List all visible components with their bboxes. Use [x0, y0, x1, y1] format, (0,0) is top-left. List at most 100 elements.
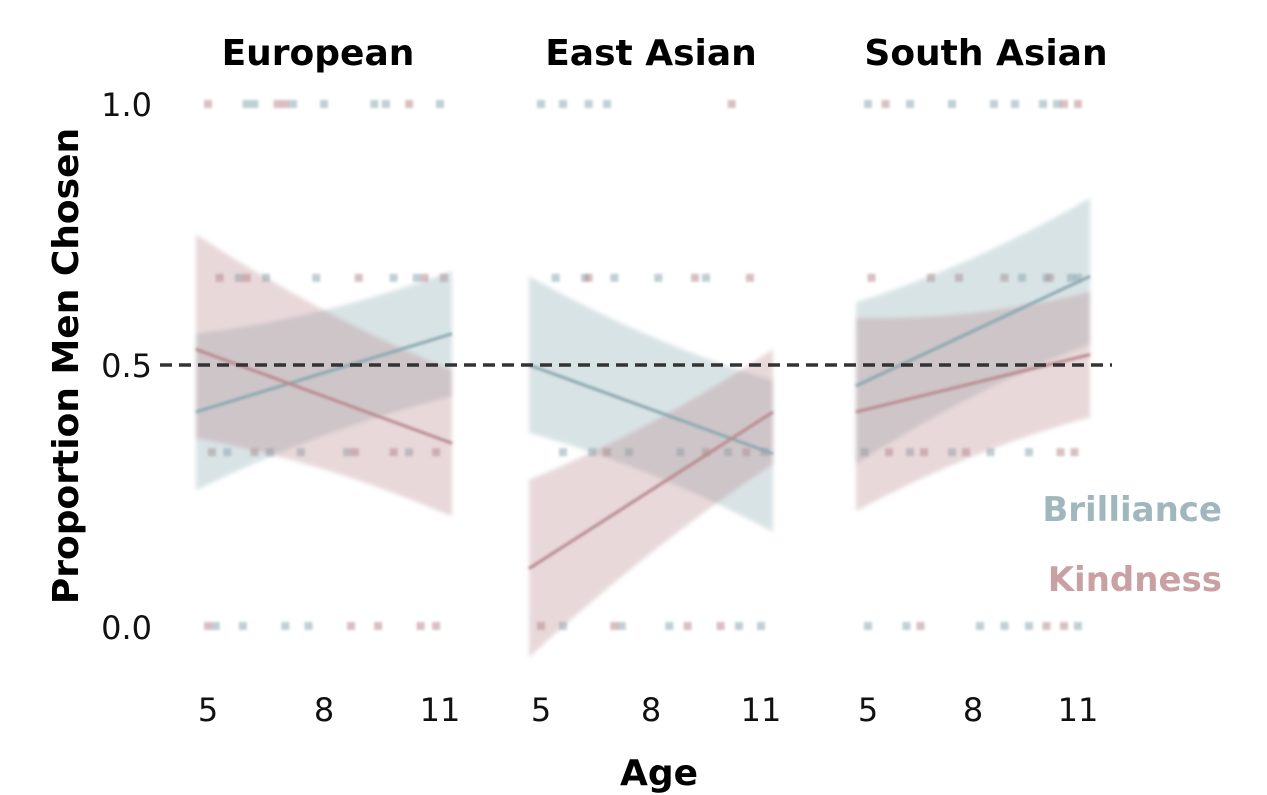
data-point-brilliance — [990, 100, 998, 108]
data-point-brilliance — [1011, 100, 1019, 108]
y-axis: 1.0 0.5 0.0 Proportion Men Chosen — [46, 86, 152, 647]
data-point-brilliance — [559, 100, 567, 108]
data-point-brilliance — [320, 100, 328, 108]
x-tick-label: 5 — [531, 691, 551, 729]
y-tick-label: 0.0 — [101, 609, 152, 647]
data-point-kindness — [281, 100, 290, 108]
data-point-kindness — [691, 273, 699, 282]
ci-band-kindness — [529, 349, 773, 658]
data-point-kindness — [867, 273, 876, 282]
data-point-brilliance — [603, 100, 611, 108]
x-axis-title: Age — [620, 753, 698, 794]
data-point-brilliance — [735, 622, 743, 630]
data-point-brilliance — [702, 273, 710, 282]
data-point-kindness — [204, 100, 212, 108]
data-point-brilliance — [436, 100, 444, 108]
data-point-brilliance — [654, 273, 663, 282]
data-point-brilliance — [584, 100, 593, 108]
data-point-kindness — [420, 273, 429, 282]
ci-bands — [529, 276, 773, 658]
facet-title: European — [222, 33, 415, 74]
facet-title: East Asian — [545, 33, 757, 74]
data-point-brilliance — [864, 100, 872, 108]
data-point-brilliance — [1025, 448, 1033, 457]
trend-line-kindness — [855, 353, 1091, 414]
data-point-brilliance — [537, 100, 545, 108]
panels: European East Asian South Asian — [195, 33, 1108, 658]
data-point-brilliance — [250, 100, 259, 108]
trend-lines — [528, 363, 774, 570]
data-point-kindness — [354, 273, 363, 282]
trend-line-kindness — [528, 410, 774, 570]
x-axis: Age 5 8 11 5 8 11 5 8 11 — [198, 691, 1099, 794]
data-point-kindness — [204, 622, 212, 630]
data-point-brilliance — [1000, 622, 1009, 630]
data-point-brilliance — [986, 448, 995, 457]
trend-line-brilliance — [195, 332, 453, 414]
legend-label-brilliance: Brilliance — [1042, 490, 1222, 530]
data-point-brilliance — [1053, 100, 1061, 108]
data-point-kindness — [881, 100, 890, 108]
data-point-brilliance — [242, 100, 251, 108]
x-tick-label: 8 — [963, 691, 983, 729]
y-axis-title: Proportion Men Chosen — [46, 128, 87, 604]
data-point-brilliance — [412, 273, 421, 282]
data-point-kindness — [610, 622, 619, 630]
data-point-brilliance — [906, 100, 914, 108]
panel-south-asian: South Asian — [855, 33, 1108, 630]
data-point-kindness — [1074, 100, 1082, 108]
trend-line-brilliance — [855, 274, 1091, 388]
data-point-kindness — [683, 622, 692, 630]
data-point-brilliance — [976, 622, 984, 630]
data-point-kindness — [1060, 100, 1068, 108]
x-tick-label: 11 — [741, 691, 782, 729]
x-tick-label: 8 — [314, 691, 334, 729]
data-point-kindness — [374, 622, 383, 630]
data-point-brilliance — [211, 622, 220, 630]
data-point-kindness — [916, 622, 925, 630]
data-point-brilliance — [1039, 100, 1047, 108]
data-point-kindness — [727, 100, 736, 108]
legend: Brilliance Kindness — [1042, 490, 1222, 600]
data-point-brilliance — [281, 622, 290, 630]
data-point-brilliance — [389, 273, 398, 282]
data-point-brilliance — [1074, 622, 1082, 630]
data-point-kindness — [746, 273, 754, 282]
x-tick-label: 8 — [641, 691, 661, 729]
x-tick-label: 11 — [420, 691, 461, 729]
data-point-brilliance — [312, 273, 321, 282]
data-point-brilliance — [1025, 622, 1033, 630]
data-point-kindness — [347, 622, 356, 630]
data-point-brilliance — [948, 100, 956, 108]
data-point-kindness — [273, 100, 282, 108]
data-point-brilliance — [551, 273, 560, 282]
data-point-kindness — [416, 622, 425, 630]
panel-european: European — [195, 33, 453, 630]
x-tick-label: 11 — [1058, 691, 1099, 729]
data-point-brilliance — [902, 622, 911, 630]
data-point-kindness — [432, 622, 441, 630]
data-point-kindness — [1060, 622, 1068, 630]
trend-lines — [855, 274, 1091, 414]
y-tick-label: 0.5 — [101, 347, 152, 385]
data-point-brilliance — [757, 622, 765, 630]
legend-label-kindness: Kindness — [1048, 560, 1222, 600]
panel-east-asian: East Asian — [528, 33, 774, 658]
data-point-brilliance — [289, 100, 298, 108]
x-tick-label: 5 — [198, 691, 218, 729]
data-point-brilliance — [559, 448, 567, 457]
data-point-kindness — [1070, 448, 1079, 457]
data-point-brilliance — [238, 622, 247, 630]
data-point-brilliance — [864, 622, 872, 630]
data-point-brilliance — [304, 622, 313, 630]
x-tick-label: 5 — [858, 691, 878, 729]
data-point-kindness — [716, 622, 725, 630]
data-point-brilliance — [610, 273, 619, 282]
data-point-brilliance — [370, 100, 379, 108]
data-point-kindness — [1042, 622, 1051, 630]
ci-band-kindness — [196, 234, 452, 517]
ci-bands — [856, 197, 1090, 512]
data-point-brilliance — [617, 622, 626, 630]
data-point-kindness — [1056, 448, 1065, 457]
